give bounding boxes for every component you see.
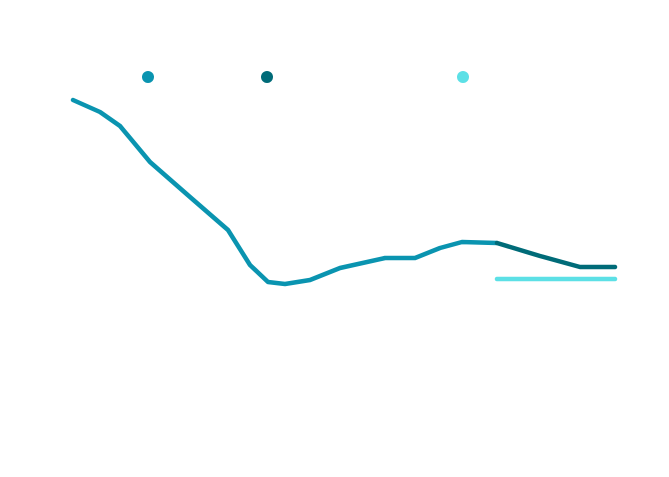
legend-marker [457, 71, 469, 83]
legend-marker [261, 71, 273, 83]
line [494, 240, 618, 270]
legend-marker [142, 71, 154, 83]
line [70, 97, 500, 287]
